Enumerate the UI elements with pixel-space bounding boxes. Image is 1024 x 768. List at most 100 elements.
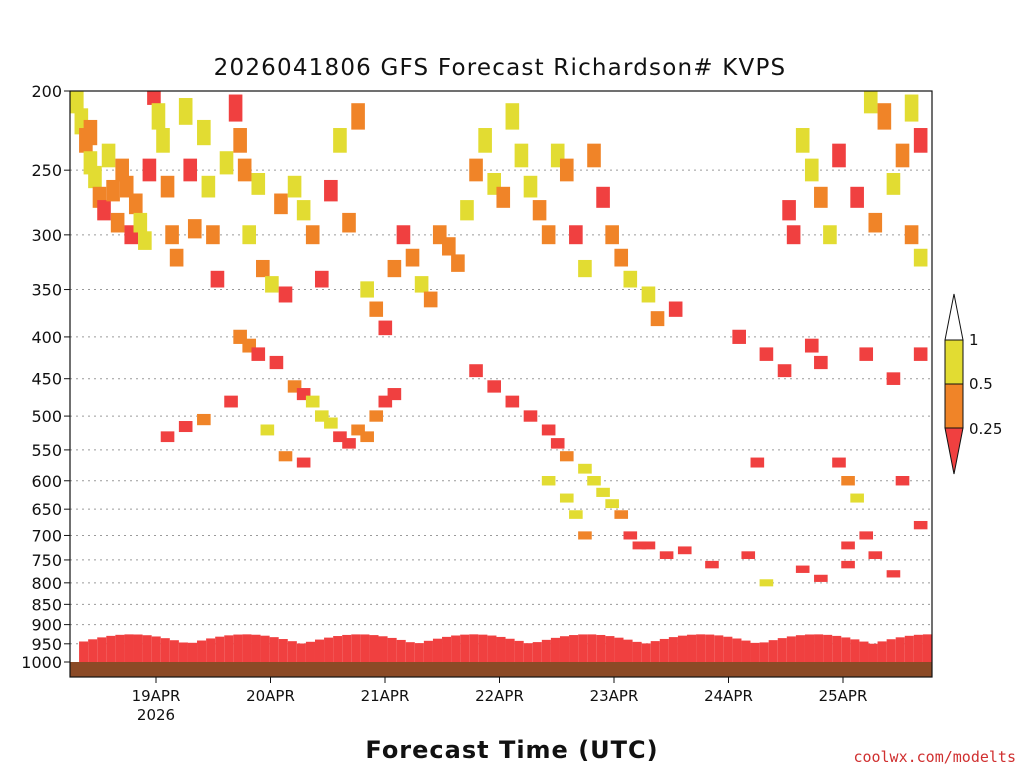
heatmap-cell: [532, 642, 542, 662]
heatmap-cell: [224, 635, 234, 662]
heatmap-cell: [269, 355, 284, 370]
heatmap-cell: [559, 636, 570, 662]
heatmap-cell: [251, 347, 266, 361]
x-tick-label: 20APR: [246, 687, 295, 705]
heatmap-cell: [514, 143, 529, 168]
heatmap-cell: [478, 634, 488, 662]
heatmap-cell: [569, 510, 583, 519]
heatmap-cell: [814, 634, 824, 662]
heatmap-cell: [160, 175, 175, 198]
heatmap-cell: [151, 103, 166, 130]
legend-swatch-0-5-to-1: [944, 339, 964, 385]
heatmap-cell: [913, 520, 928, 530]
heatmap-cell: [514, 640, 524, 662]
y-tick-label: 850: [31, 595, 62, 614]
heatmap-cell: [119, 175, 134, 198]
credit-link[interactable]: coolwx.com/modelts: [853, 748, 1016, 766]
heatmap-cell: [569, 225, 583, 245]
legend-swatch-0-25-to-0-5: [944, 383, 964, 429]
heatmap-cell: [178, 421, 193, 433]
heatmap-cell: [151, 636, 161, 662]
legend-label: 1: [969, 331, 979, 349]
heatmap-cell: [913, 634, 923, 662]
heatmap-cell: [342, 212, 356, 233]
heatmap-cell: [260, 635, 270, 662]
heatmap-cell: [578, 634, 588, 662]
heatmap-cell: [215, 636, 225, 662]
heatmap-cell: [333, 431, 347, 443]
heatmap-cell: [605, 225, 619, 245]
legend-swatch-above-1: [944, 293, 964, 341]
heatmap-cell: [541, 639, 551, 662]
heatmap-cell: [505, 103, 520, 130]
heatmap-cell: [487, 380, 501, 393]
heatmap-cell: [922, 634, 932, 662]
heatmap-cell: [423, 640, 433, 662]
heatmap-cell: [487, 635, 497, 662]
legend-label: 0.25: [969, 420, 1002, 438]
heatmap-cell: [841, 476, 855, 486]
x-tick-label: 24APR: [704, 687, 753, 705]
heatmap-cell: [165, 225, 179, 245]
heatmap-cell: [378, 320, 393, 336]
heatmap-cell: [913, 347, 928, 361]
y-tick-label: 450: [31, 370, 62, 389]
heatmap-cell: [460, 634, 470, 662]
heatmap-cell: [850, 186, 864, 208]
heatmap-cell: [414, 643, 424, 662]
heatmap-cell: [242, 225, 257, 245]
y-tick-label: 700: [31, 526, 62, 545]
heatmap-cell: [324, 637, 334, 662]
heatmap-cell: [741, 640, 751, 662]
y-axis-ticks: 200 250 300 350 400 450 500 550 600 650 700 750 800 8…: [21, 82, 70, 672]
heatmap-cell: [569, 635, 579, 662]
plot-frame: [69, 90, 933, 678]
heatmap-cell: [97, 200, 111, 221]
heatmap-cell: [559, 451, 574, 462]
heatmap-cell: [369, 301, 384, 317]
heatmap-cell: [219, 151, 234, 175]
heatmap-cell: [668, 637, 678, 662]
heatmap-cell: [206, 638, 216, 662]
heatmap-cell: [823, 225, 837, 245]
heatmap-cell: [369, 635, 379, 662]
y-tick-label: 300: [31, 226, 62, 245]
heatmap-cell: [705, 634, 715, 662]
heatmap-cell: [623, 531, 638, 540]
y-tick-label: 250: [31, 161, 62, 180]
heatmap-cell: [469, 634, 479, 662]
y-tick-label: 800: [31, 574, 62, 593]
heatmap-cell: [324, 417, 338, 429]
heatmap-cell: [814, 355, 828, 370]
heatmap-cell: [777, 638, 787, 662]
heatmap-cell: [251, 172, 266, 195]
heatmap-cell: [296, 643, 306, 662]
heatmap-cell: [138, 231, 152, 250]
heatmap-cell: [183, 158, 198, 182]
heatmap-cell: [759, 347, 774, 361]
heatmap-cell: [804, 338, 819, 353]
heatmap-cell: [197, 119, 211, 146]
x-tick-label: 22APR: [475, 687, 524, 705]
heatmap-cell: [559, 158, 574, 182]
heatmap-cell: [650, 641, 660, 662]
heatmap-cell: [378, 395, 393, 408]
heatmap-cell: [850, 493, 864, 503]
heatmap-cell: [632, 541, 647, 550]
heatmap-cell: [432, 638, 443, 662]
y-tick-label: 350: [31, 281, 62, 300]
ground-band: [70, 662, 932, 677]
heatmap-cell: [804, 158, 819, 182]
heatmap-cell: [596, 186, 610, 208]
x-axis-ticks: 19APR 20APR 21APR 22APR 23APR 24APR 25APR: [132, 677, 867, 705]
heatmap-cells: [70, 91, 932, 662]
heatmap-cell: [156, 128, 170, 153]
heatmap-cell: [70, 91, 84, 114]
heatmap-cell: [124, 634, 134, 662]
heatmap-cell: [442, 636, 452, 662]
heatmap-cell: [886, 172, 901, 195]
heatmap-cell: [178, 642, 188, 662]
heatmap-cell: [795, 635, 805, 662]
heatmap-cell: [641, 286, 656, 303]
heatmap-cell: [201, 175, 216, 198]
